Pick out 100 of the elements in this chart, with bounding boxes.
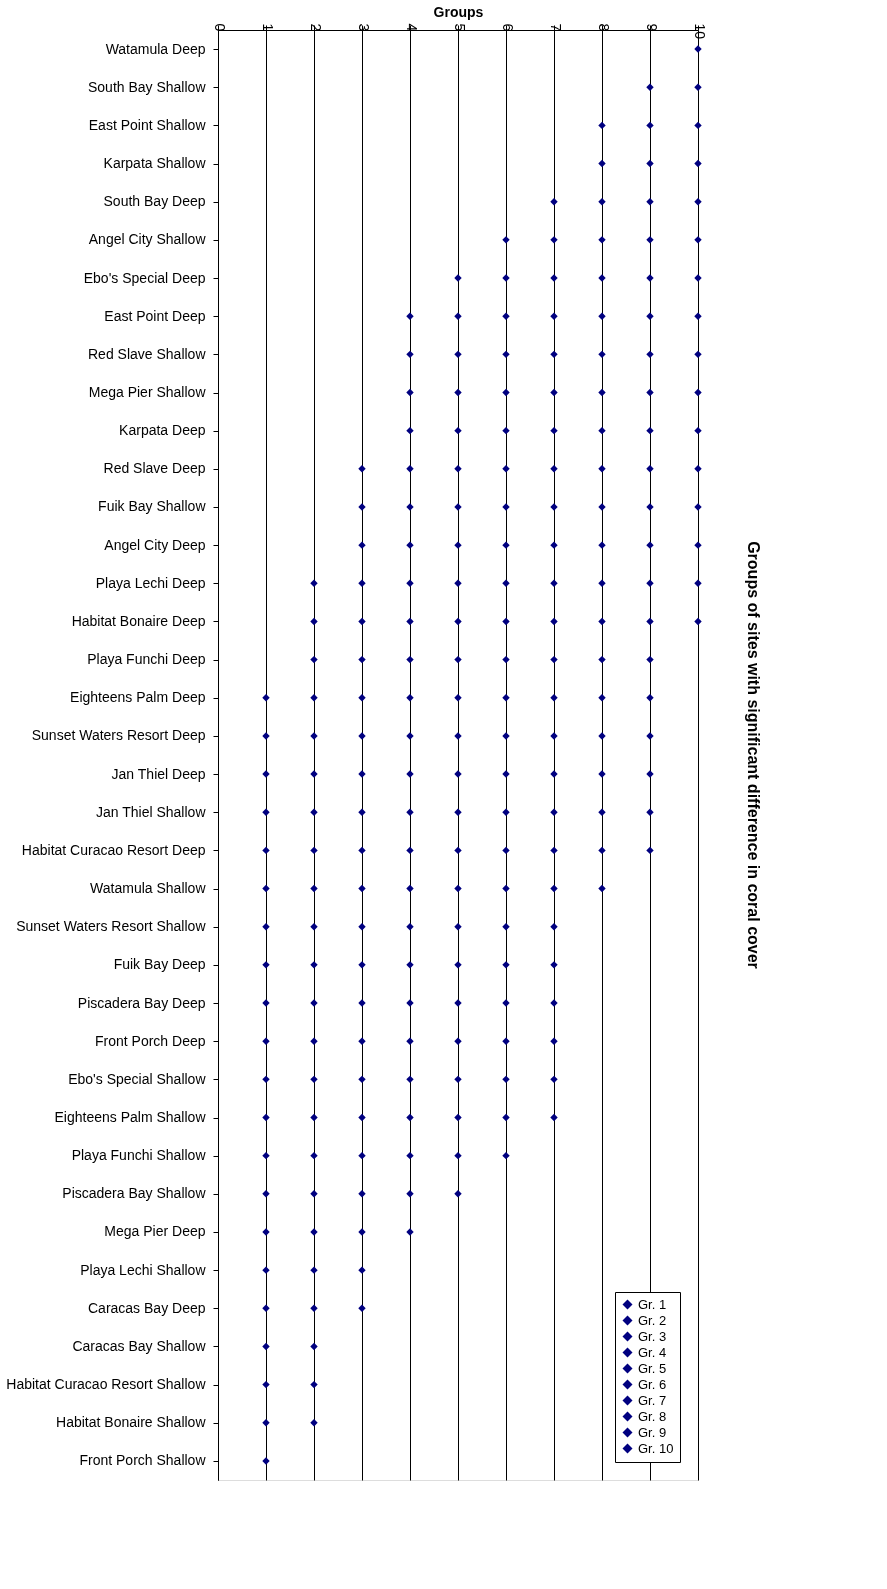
y-tick-label: Eighteens Palm Shallow xyxy=(54,1109,207,1125)
y-tick-label: Karpata Deep xyxy=(119,422,206,439)
legend-label: Gr. 3 xyxy=(638,1328,667,1344)
point xyxy=(502,1075,510,1084)
legend-label: Gr. 7 xyxy=(638,1392,667,1408)
point xyxy=(502,923,510,931)
point xyxy=(406,350,414,359)
point xyxy=(646,388,654,397)
point xyxy=(310,846,318,855)
legend-label: Gr. 1 xyxy=(638,1296,667,1312)
point xyxy=(358,1151,366,1160)
point xyxy=(550,846,558,855)
y-tick-label: Angel City Deep xyxy=(104,536,206,553)
y-tick-label: Habitat Bonaire Deep xyxy=(71,612,206,629)
point xyxy=(454,884,462,893)
y-tick-label: Front Porch Shallow xyxy=(79,1452,207,1469)
y-tick-label: Karpata Shallow xyxy=(103,155,207,172)
y-tick-label: Fuik Bay Shallow xyxy=(98,498,207,515)
point xyxy=(406,388,414,397)
point xyxy=(310,1113,318,1122)
y-tick-label: Eighteens Palm Deep xyxy=(70,689,206,706)
y-tick-label: Red Slave Shallow xyxy=(87,345,207,362)
point xyxy=(454,617,462,626)
legend-label: Gr. 9 xyxy=(638,1424,667,1440)
point xyxy=(310,1151,318,1160)
point xyxy=(454,388,462,397)
point xyxy=(358,846,366,855)
point xyxy=(646,655,654,664)
y-tick-label: Sunset Waters Resort Deep xyxy=(31,727,206,744)
point xyxy=(262,1151,270,1160)
point xyxy=(358,1113,366,1122)
y-tick-label: Ebo's Special Deep xyxy=(83,269,206,286)
legend-label: Gr. 5 xyxy=(638,1360,667,1376)
point xyxy=(358,923,366,931)
point xyxy=(358,884,366,893)
point xyxy=(358,655,366,664)
y-tick-label: Ebo's Special Shallow xyxy=(68,1070,207,1087)
point xyxy=(406,1151,414,1160)
point xyxy=(550,923,558,931)
point xyxy=(598,426,606,435)
point xyxy=(310,1075,318,1084)
point xyxy=(454,655,462,664)
point xyxy=(262,1113,270,1122)
y-tick-label: Red Slave Deep xyxy=(103,460,206,477)
point xyxy=(406,1075,414,1084)
point xyxy=(502,617,510,626)
y-tick-label: Caracas Bay Deep xyxy=(87,1299,206,1316)
point xyxy=(502,426,510,435)
point xyxy=(550,884,558,893)
point xyxy=(550,198,558,206)
point xyxy=(310,923,318,931)
legend-label: Gr. 8 xyxy=(638,1408,667,1424)
y-tick-label: East Point Shallow xyxy=(88,116,207,133)
point xyxy=(454,350,462,359)
y-tick-label: Habitat Bonaire Shallow xyxy=(56,1414,207,1431)
point xyxy=(646,426,654,435)
point xyxy=(502,1113,510,1122)
point xyxy=(406,884,414,893)
point xyxy=(598,198,606,206)
point xyxy=(550,617,558,626)
point xyxy=(454,426,462,435)
y-tick-label: Sunset Waters Resort Shallow xyxy=(16,918,207,935)
y-tick-label: Jan Thiel Shallow xyxy=(96,803,207,820)
point xyxy=(502,388,510,397)
point xyxy=(550,388,558,397)
point xyxy=(262,884,270,893)
point xyxy=(550,655,558,664)
point xyxy=(598,655,606,664)
y-tick-label: Watamula Deep xyxy=(105,40,206,57)
x-axis-title: Groups xyxy=(433,3,484,20)
point xyxy=(550,426,558,435)
point xyxy=(502,884,510,893)
y-tick-label: South Bay Deep xyxy=(103,193,206,210)
point xyxy=(406,617,414,626)
point xyxy=(358,1075,366,1084)
y-tick-label: Playa Lechi Shallow xyxy=(80,1261,207,1278)
point xyxy=(550,1113,558,1122)
legend-label: Gr. 6 xyxy=(638,1376,667,1392)
point xyxy=(310,1380,318,1389)
point xyxy=(310,1342,318,1351)
point xyxy=(406,846,414,855)
point xyxy=(694,388,702,397)
point xyxy=(694,350,702,359)
y-tick-label: Piscadera Bay Shallow xyxy=(62,1185,207,1202)
point xyxy=(358,617,366,626)
y-tick-label: Caracas Bay Shallow xyxy=(72,1337,207,1354)
point xyxy=(598,846,606,855)
legend-label: Gr. 10 xyxy=(638,1440,674,1456)
y-tick-label: Angel City Shallow xyxy=(88,231,207,248)
y-tick-label: Watamula Shallow xyxy=(90,880,207,897)
y-tick-label: Fuik Bay Deep xyxy=(113,956,206,973)
point xyxy=(262,846,270,855)
point xyxy=(310,884,318,893)
point xyxy=(694,159,702,168)
y-tick-label: Front Porch Deep xyxy=(95,1032,206,1049)
point xyxy=(598,884,606,893)
point xyxy=(646,846,654,855)
point xyxy=(550,1075,558,1084)
point xyxy=(646,198,654,206)
point xyxy=(550,350,558,359)
